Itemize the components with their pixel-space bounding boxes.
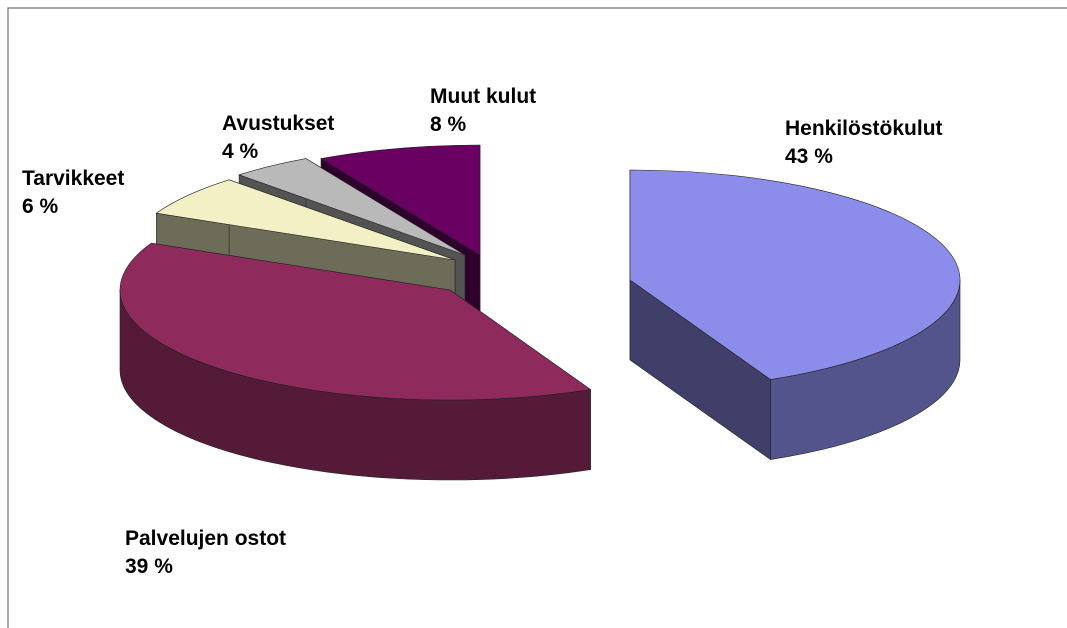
slice-value-label: 43 % bbox=[785, 145, 833, 168]
slice-top bbox=[320, 144, 481, 256]
slice-top bbox=[629, 169, 961, 380]
slice bbox=[119, 242, 592, 481]
slice-top bbox=[155, 179, 456, 261]
slice-label: Muut kulut bbox=[430, 85, 536, 108]
slice-value-label: 6 % bbox=[22, 195, 59, 218]
chart-frame bbox=[7, 7, 1067, 628]
slice-value-label: 39 % bbox=[125, 555, 173, 578]
slice-top bbox=[119, 242, 592, 401]
slice-label: Henkilöstökulut bbox=[785, 117, 943, 140]
slice-label: Tarvikkeet bbox=[22, 167, 124, 190]
slice-value-label: 4 % bbox=[222, 140, 259, 163]
slice-value-label: 8 % bbox=[430, 113, 467, 136]
slice-label: Avustukset bbox=[222, 112, 334, 135]
slice-label: Palvelujen ostot bbox=[125, 527, 286, 550]
slice-top bbox=[238, 158, 466, 256]
slice bbox=[629, 169, 961, 461]
